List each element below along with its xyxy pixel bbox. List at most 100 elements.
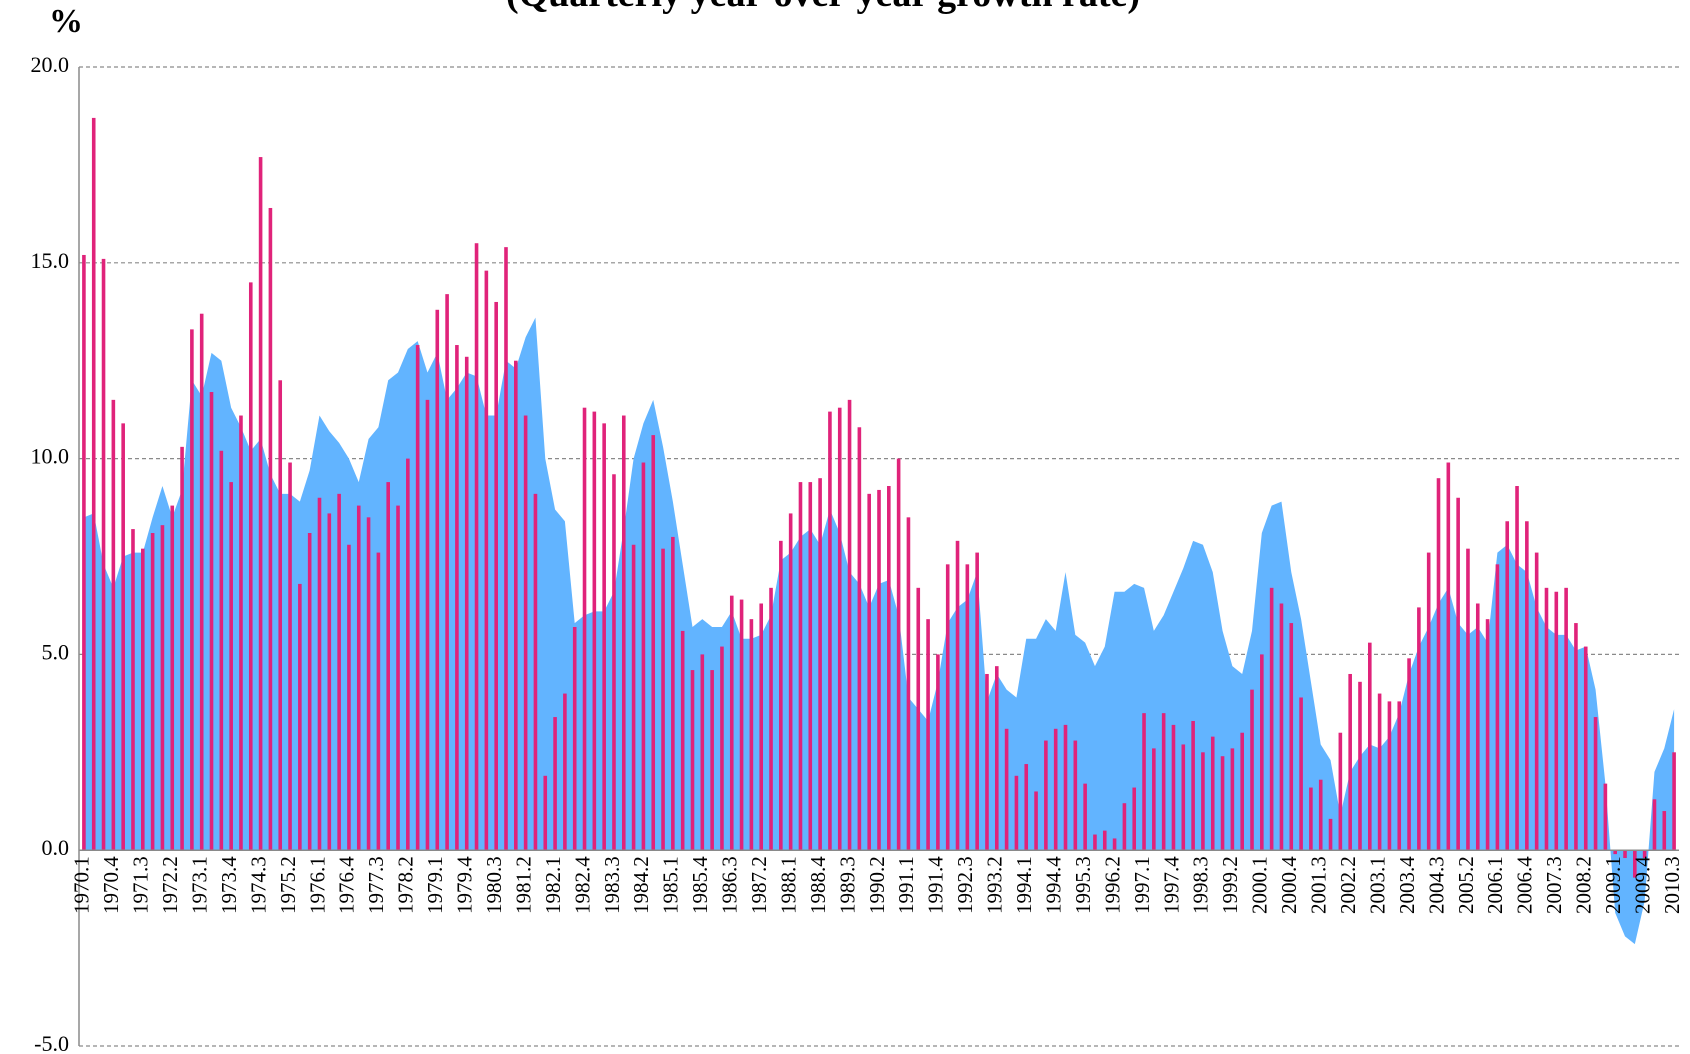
bar (268, 207, 273, 851)
x-tick-label: 1976.1 (305, 856, 329, 914)
bar (258, 157, 263, 851)
x-tick-label: 1994.1 (1012, 856, 1036, 914)
bar (798, 482, 803, 851)
bar (710, 670, 714, 851)
bar (1367, 642, 1372, 851)
bar (887, 486, 891, 851)
bar (641, 462, 646, 851)
bar (445, 294, 449, 851)
bar (1142, 713, 1146, 851)
bar (523, 415, 528, 851)
bar (1093, 834, 1097, 851)
bar (916, 587, 921, 851)
y-tick-label: 10.0 (31, 444, 70, 469)
x-tick-label: 2003.1 (1365, 856, 1389, 914)
bar (1583, 646, 1588, 851)
x-tick-label: 1979.1 (423, 856, 447, 914)
bar (788, 513, 793, 851)
bar (621, 415, 626, 851)
bar (1436, 478, 1441, 851)
bar (484, 270, 489, 851)
bar (337, 493, 341, 851)
bar (91, 117, 96, 851)
y-tick-label: 15.0 (31, 248, 70, 273)
bar (661, 548, 665, 851)
bar (651, 435, 656, 851)
bar (975, 552, 979, 851)
bar (1161, 713, 1166, 851)
x-tick-label: 1980.3 (482, 856, 506, 914)
x-tick-label: 2005.2 (1454, 856, 1478, 914)
bar (1358, 681, 1362, 851)
bar (1132, 787, 1137, 851)
bar (435, 309, 440, 851)
bar (82, 254, 86, 851)
chart-title: (Quarterly year-over-year growth rate) (506, 0, 1140, 15)
bar (278, 380, 283, 851)
bar (1309, 787, 1313, 851)
bar (1269, 587, 1274, 851)
bar (1505, 521, 1510, 851)
bar (1525, 521, 1529, 851)
x-tick-label: 1996.2 (1100, 856, 1124, 914)
bar (1515, 486, 1519, 851)
bar (1466, 548, 1470, 851)
x-tick-label: 1995.3 (1071, 856, 1095, 914)
bar (170, 505, 175, 851)
bar (1564, 587, 1568, 851)
x-tick-label: 1988.4 (806, 856, 830, 914)
bar (464, 356, 469, 851)
bar (180, 446, 184, 851)
x-tick-label: 1982.1 (541, 856, 565, 914)
bar (209, 392, 214, 851)
bar (1024, 764, 1029, 851)
bar (690, 670, 695, 851)
bar (720, 646, 724, 851)
x-tick-label: 2004.3 (1424, 856, 1448, 914)
x-tick-label: 1970.4 (99, 856, 123, 914)
bar (1623, 850, 1627, 859)
bar (455, 345, 459, 851)
bar (1446, 462, 1451, 851)
x-tick-label: 2007.3 (1542, 856, 1566, 914)
bar (1633, 850, 1637, 878)
bar (366, 517, 371, 851)
bar (1260, 654, 1264, 851)
bar (1338, 732, 1343, 851)
bar (572, 626, 577, 851)
x-tick-label: 1985.4 (688, 856, 712, 914)
bar (896, 458, 901, 851)
bar (1662, 811, 1667, 851)
bar (160, 525, 165, 851)
bar (828, 411, 832, 851)
bar (729, 595, 734, 851)
bar (739, 599, 744, 851)
bar (1053, 728, 1058, 851)
bar (749, 619, 754, 851)
x-tick-label: 2002.2 (1336, 856, 1360, 914)
bar (1672, 752, 1676, 851)
bar (1112, 838, 1117, 851)
x-tick-label: 2009.1 (1601, 856, 1625, 914)
bar (327, 513, 332, 851)
bar (1122, 803, 1127, 851)
bar (376, 552, 381, 851)
bar (1191, 720, 1195, 851)
bar (612, 474, 616, 851)
x-tick-label: 1997.4 (1159, 856, 1183, 914)
bar (779, 540, 783, 851)
bar (1377, 693, 1382, 851)
bar (1485, 619, 1490, 851)
bar (1417, 607, 1421, 851)
bar (955, 540, 960, 851)
bar (1495, 564, 1500, 851)
bar (769, 587, 773, 851)
x-tick-label: 1972.2 (158, 856, 182, 914)
bar (533, 493, 538, 851)
bar (1201, 752, 1205, 851)
y-tick-label: 0.0 (42, 835, 70, 860)
bar (239, 415, 243, 851)
x-tick-label: 1974.3 (246, 856, 270, 914)
bar (877, 489, 881, 851)
x-tick-label: 1993.2 (983, 856, 1007, 914)
